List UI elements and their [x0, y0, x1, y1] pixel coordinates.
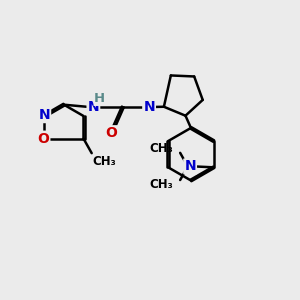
Text: CH₃: CH₃ [150, 142, 173, 155]
Text: N: N [88, 100, 99, 114]
Text: CH₃: CH₃ [150, 178, 173, 191]
Text: N: N [38, 108, 50, 122]
Text: H: H [94, 92, 105, 105]
Text: O: O [38, 132, 49, 146]
Text: O: O [105, 126, 117, 140]
Text: N: N [143, 100, 155, 114]
Text: CH₃: CH₃ [93, 155, 116, 168]
Text: N: N [184, 159, 196, 173]
